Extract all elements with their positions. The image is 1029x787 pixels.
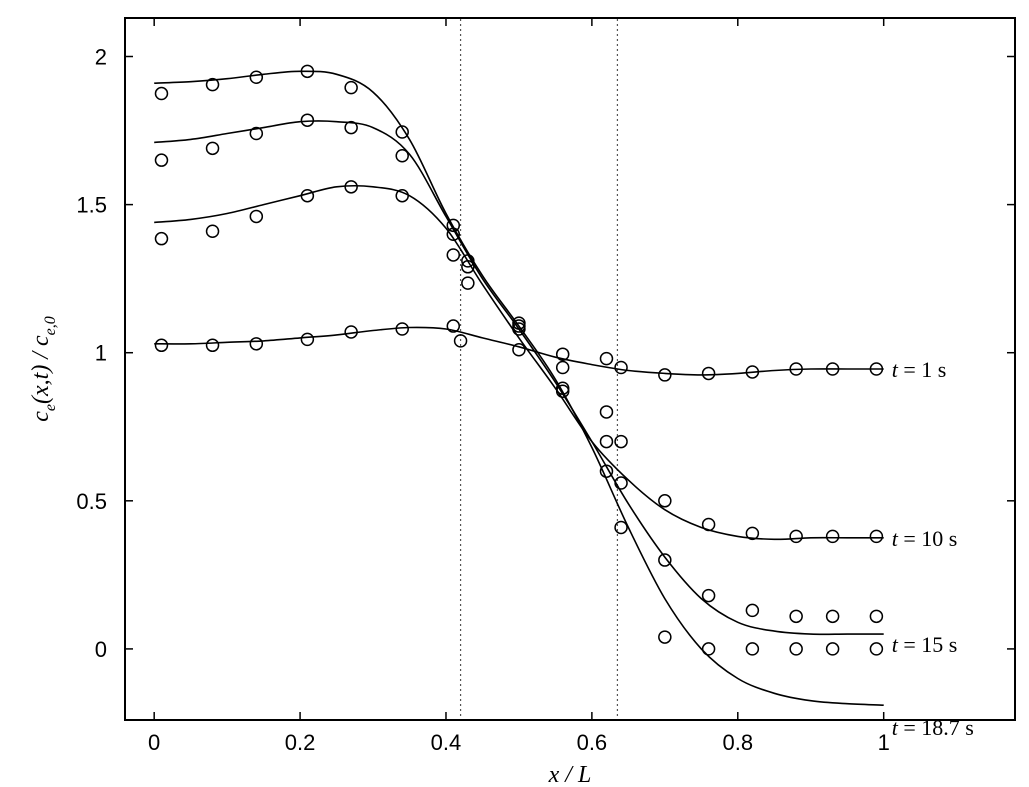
data-point-series-1 bbox=[205, 338, 220, 353]
data-point-series-2 bbox=[825, 529, 840, 544]
data-point-series-2 bbox=[249, 209, 264, 224]
data-point-series-2 bbox=[395, 188, 409, 203]
x-tick-label: 1 bbox=[878, 730, 890, 755]
data-point-series-4 bbox=[344, 80, 358, 95]
data-point-series-4 bbox=[555, 384, 570, 398]
x-tick-label: 0.8 bbox=[722, 730, 753, 755]
data-point-series-1 bbox=[614, 360, 628, 375]
data-point-series-1 bbox=[869, 362, 884, 376]
data-point-series-4 bbox=[825, 642, 840, 656]
data-point-series-1 bbox=[599, 351, 614, 366]
data-point-series-4 bbox=[745, 642, 760, 656]
data-point-series-2 bbox=[344, 180, 358, 194]
data-point-series-3 bbox=[205, 141, 220, 156]
data-point-series-2 bbox=[205, 224, 220, 239]
x-axis-label: x / L bbox=[548, 762, 592, 787]
data-point-series-3 bbox=[599, 434, 614, 449]
data-point-series-4 bbox=[512, 316, 526, 330]
data-point-series-3 bbox=[344, 120, 358, 135]
data-point-series-3 bbox=[869, 609, 884, 624]
series-labels: t = 1 s t = 10 s t = 15 s t = 18.7 s bbox=[892, 357, 974, 740]
model-curves bbox=[154, 70, 884, 706]
data-point-series-2 bbox=[461, 260, 475, 274]
data-point-series-4 bbox=[869, 642, 884, 656]
y-tick-label: 0 bbox=[95, 637, 107, 662]
data-point-series-3 bbox=[154, 153, 169, 167]
data-point-series-4 bbox=[461, 276, 475, 290]
data-point-series-3 bbox=[446, 218, 461, 233]
data-point-series-2 bbox=[701, 517, 716, 532]
data-point-series-2 bbox=[614, 434, 628, 449]
data-point-series-2 bbox=[300, 188, 315, 203]
y-tick-label: 1.5 bbox=[76, 193, 107, 218]
data-point-series-2 bbox=[869, 529, 884, 544]
data-point-series-2 bbox=[555, 360, 570, 375]
y-axis-ticks: 0 0.5 1 1.5 2 bbox=[76, 45, 1015, 662]
data-point-series-3 bbox=[395, 148, 409, 163]
data-point-series-3 bbox=[789, 609, 803, 624]
y-axis-label: ce(x,t) / ce,0 bbox=[28, 316, 59, 422]
data-point-series-1 bbox=[249, 337, 264, 351]
data-point-series-1 bbox=[395, 322, 409, 336]
series-label-4: t = 18.7 s bbox=[892, 715, 974, 740]
data-point-series-4 bbox=[205, 77, 220, 92]
data-point-series-1 bbox=[745, 365, 760, 379]
series-label-2: t = 10 s bbox=[892, 526, 958, 551]
data-point-series-3 bbox=[614, 476, 628, 490]
series-label-1: t = 1 s bbox=[892, 357, 947, 382]
data-point-series-4 bbox=[614, 520, 628, 535]
series-label-3: t = 15 s bbox=[892, 632, 958, 657]
data-point-series-1 bbox=[789, 362, 803, 376]
model-curve-series-4 bbox=[154, 70, 884, 706]
data-point-series-3 bbox=[701, 588, 716, 603]
data-point-series-1 bbox=[701, 366, 716, 381]
data-point-series-4 bbox=[395, 125, 409, 139]
y-tick-label: 1 bbox=[95, 341, 107, 366]
data-point-series-2 bbox=[599, 405, 614, 419]
data-point-series-4 bbox=[658, 630, 672, 644]
data-point-series-4 bbox=[599, 464, 614, 478]
data-point-series-3 bbox=[825, 609, 840, 624]
x-tick-label: 0.4 bbox=[431, 730, 462, 755]
measured-points bbox=[154, 64, 884, 656]
data-point-series-3 bbox=[300, 113, 315, 127]
model-curve-series-2 bbox=[154, 184, 884, 541]
data-point-series-4 bbox=[154, 86, 169, 101]
data-point-series-3 bbox=[249, 126, 264, 141]
data-point-series-3 bbox=[658, 553, 672, 567]
data-point-series-3 bbox=[461, 254, 475, 268]
data-point-series-2 bbox=[745, 526, 760, 541]
y-tick-label: 0.5 bbox=[76, 489, 107, 514]
data-point-series-1 bbox=[512, 342, 526, 357]
data-point-series-2 bbox=[446, 227, 461, 241]
data-point-series-4 bbox=[300, 64, 315, 79]
data-point-series-4 bbox=[446, 248, 461, 262]
data-point-series-3 bbox=[512, 322, 526, 336]
x-tick-label: 0 bbox=[148, 730, 160, 755]
data-point-series-1 bbox=[658, 368, 672, 382]
data-point-series-1 bbox=[825, 362, 840, 376]
x-tick-label: 0.6 bbox=[577, 730, 608, 755]
data-point-series-4 bbox=[789, 642, 803, 656]
data-point-series-4 bbox=[701, 642, 716, 656]
data-point-series-1 bbox=[300, 332, 315, 347]
data-point-series-1 bbox=[453, 334, 468, 348]
data-point-series-1 bbox=[555, 347, 570, 361]
data-point-series-1 bbox=[154, 338, 169, 353]
data-point-series-2 bbox=[789, 529, 803, 544]
x-tick-label: 0.2 bbox=[285, 730, 316, 755]
x-axis-ticks: 0 0.2 0.4 0.6 0.8 1 bbox=[148, 18, 890, 755]
data-point-series-3 bbox=[745, 603, 760, 618]
data-point-series-2 bbox=[154, 231, 169, 246]
model-curve-series-1 bbox=[154, 326, 884, 376]
data-point-series-2 bbox=[658, 494, 672, 508]
data-point-series-4 bbox=[249, 70, 264, 84]
y-tick-label: 2 bbox=[95, 45, 107, 70]
data-point-series-1 bbox=[344, 325, 358, 339]
data-point-series-1 bbox=[446, 319, 461, 333]
